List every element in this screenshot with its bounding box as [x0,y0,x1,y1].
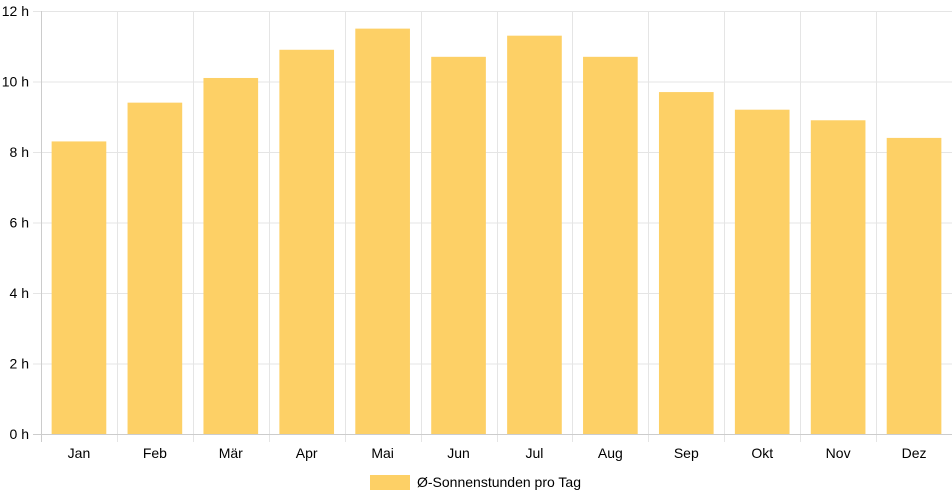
legend-swatch [370,475,410,490]
x-tick-label: Jun [447,445,470,461]
x-tick-label: Sep [674,445,699,461]
x-tick-label: Mai [371,445,394,461]
bar-dez[interactable] [886,137,942,434]
x-tick-label: Dez [902,445,927,461]
x-tick-label: Feb [143,445,167,461]
y-tick-label: 10 h [2,74,29,90]
x-tick-label: Okt [751,445,773,461]
axes [33,11,952,442]
bar-jul[interactable] [507,35,562,435]
bar-mai[interactable] [355,28,410,434]
grid-lines [33,11,952,442]
bar-apr[interactable] [279,49,335,435]
x-tick-label: Jan [68,445,91,461]
bar-sep[interactable] [658,92,714,434]
y-tick-label: 4 h [10,285,29,301]
x-axis-ticks: Jan Feb Mär Apr Mai Jun Jul Aug Sep Okt Nov Dez [68,445,927,461]
bar-nov[interactable] [810,120,866,435]
x-tick-label: Nov [826,445,851,461]
y-axis-ticks: 0 h 2 h 4 h 6 h 8 h 10 h 12 h [2,3,29,442]
x-tick-label: Jul [526,445,544,461]
bars [51,28,942,435]
x-tick-label: Mär [219,445,243,461]
bar-feb[interactable] [127,102,183,435]
bar-jan[interactable] [51,141,107,435]
y-tick-label: 0 h [10,426,29,442]
bar-jun[interactable] [431,56,486,434]
bar-mär[interactable] [203,77,259,434]
legend[interactable]: Ø-Sonnenstunden pro Tag [370,474,581,490]
legend-label: Ø-Sonnenstunden pro Tag [417,474,581,490]
y-tick-label: 6 h [10,215,29,231]
y-tick-label: 8 h [10,144,29,160]
y-tick-label: 2 h [10,356,29,372]
bar-aug[interactable] [583,56,638,434]
x-tick-label: Aug [598,445,623,461]
x-tick-label: Apr [296,445,318,461]
bar-okt[interactable] [734,109,790,434]
y-tick-label: 12 h [2,3,29,19]
